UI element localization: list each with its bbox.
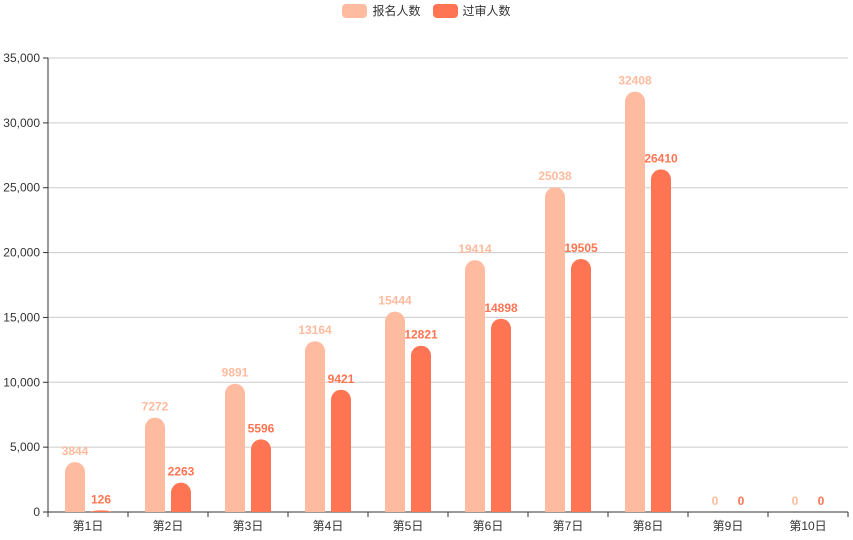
data-label-approved: 19505: [564, 241, 598, 255]
data-label-signup: 0: [712, 494, 719, 508]
legend-label-signup: 报名人数: [372, 4, 421, 18]
legend-label-approved: 过审人数: [462, 4, 511, 18]
bar-approved[interactable]: [171, 482, 191, 512]
data-label-approved: 126: [91, 492, 111, 506]
data-label-approved: 14898: [484, 301, 518, 315]
legend-swatch-signup: [342, 3, 368, 18]
data-label-approved: 0: [818, 494, 825, 508]
bar-approved[interactable]: [411, 345, 432, 512]
bar-signup[interactable]: [465, 260, 485, 512]
legend-item-signup[interactable]: 报名人数: [342, 2, 421, 19]
legend: 报名人数 过审人数: [0, 2, 853, 19]
data-label-approved: 12821: [404, 328, 438, 342]
y-tick-label: 35,000: [3, 51, 40, 65]
x-tick-label: 第5日: [393, 519, 424, 533]
bar-signup[interactable]: [145, 417, 165, 512]
data-label-signup: 9891: [222, 366, 249, 380]
legend-item-approved[interactable]: 过审人数: [432, 2, 511, 19]
data-label-approved: 26410: [644, 151, 678, 165]
data-label-signup: 7272: [142, 400, 169, 414]
legend-swatch-approved: [432, 3, 458, 18]
x-tick-label: 第9日: [713, 519, 744, 533]
data-label-signup: 32408: [618, 74, 652, 88]
bar-approved[interactable]: [331, 389, 351, 512]
bar-approved[interactable]: [251, 439, 271, 512]
bar-approved[interactable]: [91, 510, 111, 512]
data-label-approved: 2263: [168, 465, 195, 479]
y-tick-label: 25,000: [3, 181, 40, 195]
x-tick-label: 第3日: [233, 519, 264, 533]
x-tick-label: 第8日: [633, 519, 664, 533]
data-label-signup: 13164: [298, 323, 332, 337]
y-tick-label: 20,000: [3, 246, 40, 260]
y-tick-label: 5,000: [10, 440, 40, 454]
bar-signup[interactable]: [545, 187, 565, 512]
data-label-approved: 5596: [248, 421, 275, 435]
data-label-signup: 19414: [458, 242, 492, 256]
x-tick-label: 第1日: [73, 519, 104, 533]
bar-signup[interactable]: [385, 311, 405, 512]
x-tick-label: 第2日: [153, 519, 184, 533]
x-tick-label: 第6日: [473, 519, 504, 533]
x-tick-label: 第7日: [553, 519, 584, 533]
x-tick-label: 第4日: [313, 519, 344, 533]
data-label-signup: 15444: [378, 294, 412, 308]
bar-approved[interactable]: [491, 318, 511, 512]
x-tick-label: 第10日: [789, 519, 826, 533]
y-tick-label: 15,000: [3, 310, 40, 324]
bar-signup[interactable]: [625, 91, 645, 512]
data-label-signup: 0: [792, 494, 799, 508]
bar-approved[interactable]: [651, 169, 671, 513]
bar-signup[interactable]: [305, 341, 325, 512]
y-tick-label: 0: [33, 505, 40, 519]
data-label-signup: 25038: [538, 169, 572, 183]
data-label-signup: 3844: [62, 444, 89, 458]
data-label-approved: 0: [738, 494, 745, 508]
bar-signup[interactable]: [225, 383, 245, 512]
y-tick-label: 30,000: [3, 116, 40, 130]
bar-signup[interactable]: [65, 462, 85, 512]
data-label-approved: 9421: [328, 372, 355, 386]
y-tick-label: 10,000: [3, 375, 40, 389]
bar-approved[interactable]: [571, 258, 591, 512]
